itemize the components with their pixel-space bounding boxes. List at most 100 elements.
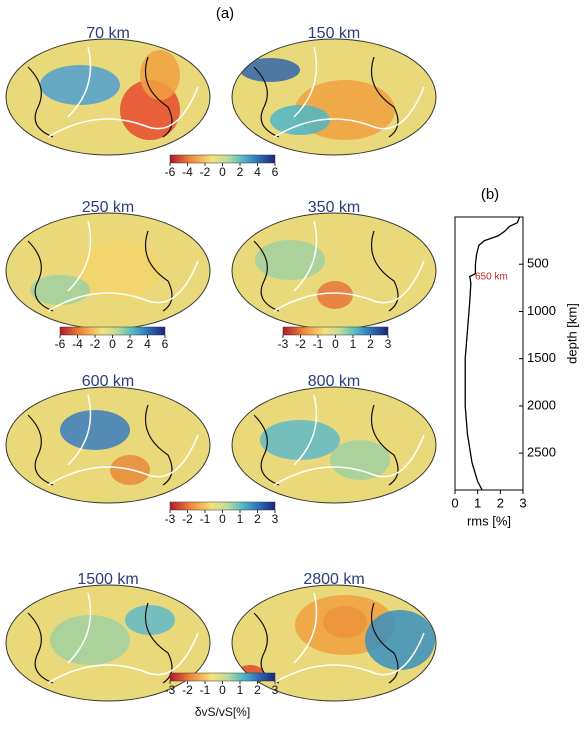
map-outline — [231, 38, 437, 156]
colorbar-tick-label: 2 — [237, 165, 244, 179]
colorbar-tick-label: 0 — [219, 512, 226, 526]
plot-frame — [454, 216, 524, 491]
anomaly — [40, 65, 120, 105]
colorbar-tick-label: -3 — [165, 683, 176, 697]
coastline — [27, 56, 173, 138]
colorbar-tick-label: -2 — [182, 512, 193, 526]
rms-tick-label: 0 — [451, 495, 458, 510]
plate-boundary — [273, 394, 425, 486]
map — [6, 585, 210, 701]
colorbar-tick-label: 4 — [144, 337, 151, 351]
rms-tick-label: 1 — [474, 495, 481, 510]
plate-boundary — [273, 592, 425, 684]
colorbar-tick-label: -3 — [165, 512, 176, 526]
depth-tick-label: 2500 — [527, 445, 556, 460]
panel-label: (a) — [216, 5, 234, 22]
map-outline — [231, 386, 437, 504]
rms-tick-label: 3 — [519, 495, 526, 510]
depth-tick-label: 2000 — [527, 397, 556, 412]
colorbar-tick-label: 1 — [237, 683, 244, 697]
map-title: 1500 km — [77, 571, 138, 588]
map — [6, 213, 210, 329]
y-axis-label: depth [km] — [564, 303, 579, 364]
anomaly — [330, 440, 390, 480]
colorbar-tick-label: -3 — [278, 337, 289, 351]
colorbar — [59, 326, 166, 336]
map — [232, 213, 436, 329]
anomaly — [365, 610, 435, 670]
map-outline — [5, 584, 211, 702]
colorbar-tick-label: -4 — [182, 165, 193, 179]
colorbar-tick-label: 0 — [219, 165, 226, 179]
plate-boundary — [273, 220, 425, 312]
depth-tick-label: 500 — [527, 256, 549, 271]
colorbar-tick-label: -1 — [313, 337, 324, 351]
colorbar-tick-label: 0 — [219, 683, 226, 697]
anomaly — [240, 58, 300, 82]
anomaly — [260, 420, 340, 460]
map-outline — [5, 386, 211, 504]
coastline — [253, 56, 399, 138]
coastline — [27, 230, 173, 312]
map-title: 70 km — [86, 25, 130, 42]
colorbar — [169, 672, 276, 682]
colorbar-tick-label: -2 — [182, 683, 193, 697]
map-title: 250 km — [82, 199, 134, 216]
anomaly — [60, 410, 130, 450]
colorbar-tick-label: 0 — [332, 337, 339, 351]
annotation: 650 km — [475, 272, 508, 283]
colorbar-tick-label: -2 — [295, 337, 306, 351]
colorbar-tick-label: 1 — [237, 512, 244, 526]
map — [6, 387, 210, 503]
rms-line — [464, 216, 521, 491]
colorbar — [169, 501, 276, 511]
map-title: 350 km — [308, 199, 360, 216]
map — [232, 39, 436, 155]
anomaly — [50, 615, 130, 665]
colorbar-tick-label: 6 — [272, 165, 279, 179]
plate-boundary — [47, 592, 199, 684]
colorbar-tick-label: -6 — [55, 337, 66, 351]
colorbar-tick-label: 2 — [254, 683, 261, 697]
depth-tick-label: 1000 — [527, 303, 556, 318]
coastline — [253, 230, 399, 312]
colorbar-tick-label: 2 — [367, 337, 374, 351]
colorbar-tick-label: 3 — [272, 683, 279, 697]
plate-boundary — [47, 220, 199, 312]
colorbar-tick-label: 1 — [350, 337, 357, 351]
colorbar-tick-label: 6 — [162, 337, 169, 351]
colorbar-tick-label: 2 — [254, 512, 261, 526]
colorbar — [169, 154, 276, 164]
colorbar-tick-label: -1 — [200, 512, 211, 526]
map — [232, 585, 436, 701]
anomaly — [255, 240, 325, 280]
map — [232, 387, 436, 503]
coastline — [27, 602, 173, 684]
colorbar-tick-label: -1 — [200, 683, 211, 697]
plate-boundary — [47, 394, 199, 486]
plate-boundary — [273, 46, 425, 138]
colorbar-tick-label: 4 — [254, 165, 261, 179]
chart-title: (b) — [481, 186, 499, 203]
coastline — [253, 404, 399, 486]
colorbar-tick-label: -6 — [165, 165, 176, 179]
colorbar-tick-label: 3 — [385, 337, 392, 351]
map-title: 150 km — [308, 25, 360, 42]
colorbar-tick-label: 3 — [272, 512, 279, 526]
anomaly — [125, 605, 175, 635]
colorbar-tick-label: 2 — [127, 337, 134, 351]
map-title: 800 km — [308, 373, 360, 390]
rms-tick-label: 2 — [497, 495, 504, 510]
plate-boundary — [47, 46, 199, 138]
coastline — [27, 404, 173, 486]
colorbar-tick-label: 0 — [109, 337, 116, 351]
anomaly — [317, 281, 353, 309]
x-axis-label: rms [%] — [467, 513, 511, 528]
map-outline — [231, 584, 437, 702]
depth-tick-label: 1500 — [527, 350, 556, 365]
map-outline — [5, 38, 211, 156]
anomaly — [80, 240, 160, 300]
colorbar-tick-label: -4 — [72, 337, 83, 351]
colorbar-tick-label: -2 — [90, 337, 101, 351]
